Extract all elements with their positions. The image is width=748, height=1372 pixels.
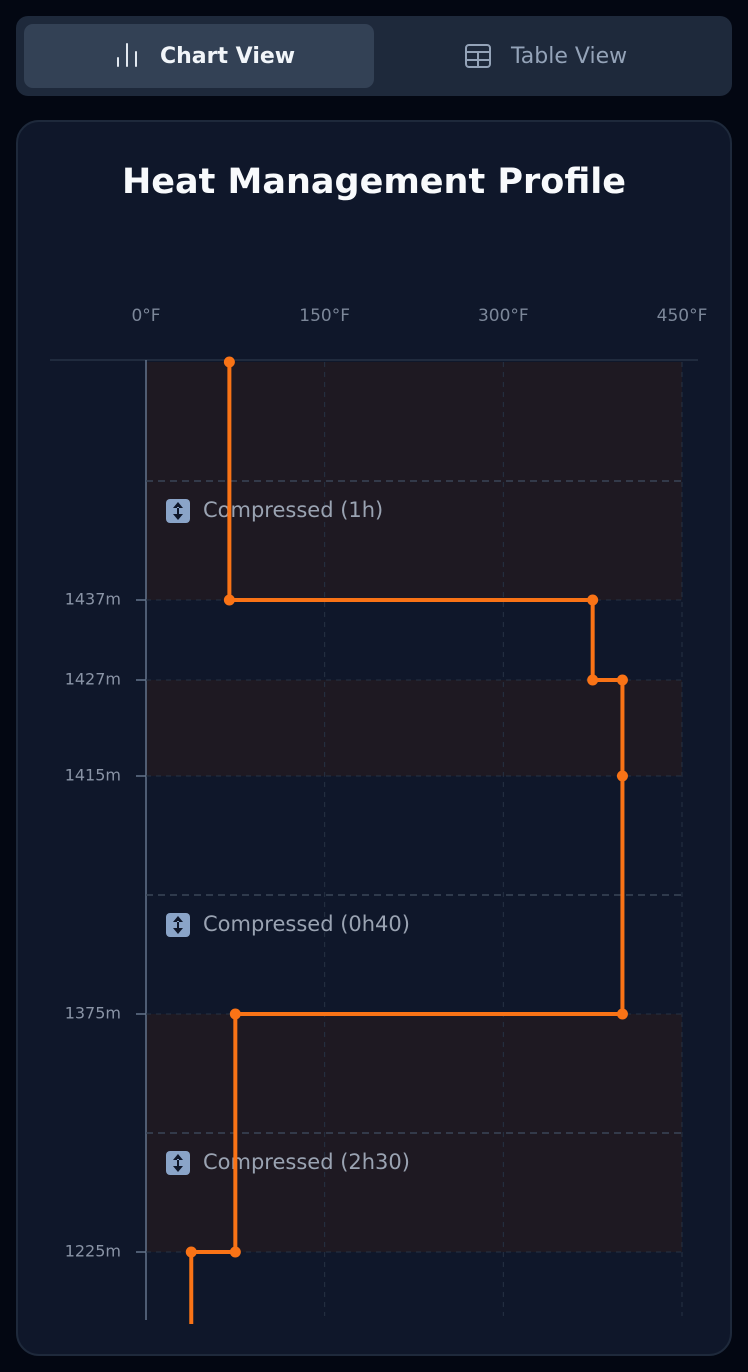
data-point	[587, 674, 599, 686]
chart-title: Heat Management Profile	[122, 162, 626, 202]
tab-label[interactable]: Chart View	[160, 44, 295, 69]
break-icon-arrow	[173, 502, 183, 520]
x-tick-label: 300°F	[478, 306, 529, 326]
data-point	[229, 1008, 241, 1020]
data-point	[616, 770, 628, 782]
plot: 0°F 150°F 300°F 450°F 1437m 1427m 1415m 1375m 12…	[50, 306, 707, 1324]
data-point	[587, 594, 599, 606]
data-point	[229, 1246, 241, 1258]
x-tick-label: 450°F	[657, 306, 708, 326]
data-point	[223, 356, 235, 368]
x-tick-label: 150°F	[299, 306, 350, 326]
break-label: Compressed (2h30)	[203, 1150, 410, 1174]
y-tick-label: 1427m	[65, 670, 121, 689]
y-tick-label: 1415m	[65, 766, 121, 785]
tab-label[interactable]: Table View	[510, 44, 627, 69]
tab-active[interactable]	[24, 24, 374, 88]
break-icon-arrow	[173, 916, 183, 934]
table-icon	[465, 44, 491, 68]
break-label: Compressed (0h40)	[203, 912, 410, 936]
break-label: Compressed (1h)	[203, 498, 383, 522]
x-tick-label: 0°F	[131, 306, 160, 326]
y-tick-label: 1225m	[65, 1242, 121, 1261]
break-icon-arrow	[173, 1154, 183, 1172]
highlight-band	[146, 680, 682, 776]
data-point	[223, 594, 235, 606]
y-tick-label: 1437m	[65, 590, 121, 609]
data-point	[616, 1008, 628, 1020]
data-point	[185, 1246, 197, 1258]
chart-icon	[117, 43, 137, 67]
y-tick-label: 1375m	[65, 1004, 121, 1023]
data-point	[616, 674, 628, 686]
